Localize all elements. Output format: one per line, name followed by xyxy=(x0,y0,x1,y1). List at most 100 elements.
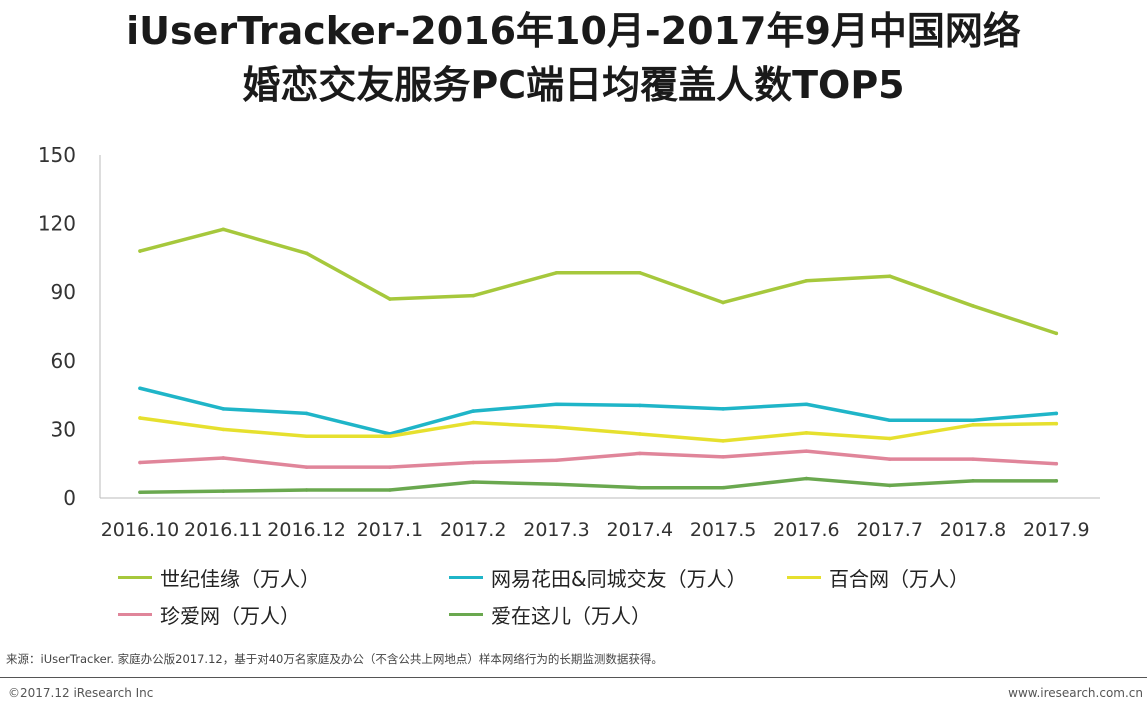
footer-divider xyxy=(0,677,1147,678)
data-point xyxy=(1054,411,1059,416)
data-point xyxy=(804,431,809,435)
series-line-0 xyxy=(138,227,1059,336)
chart-title-line1: iUserTracker-2016年10月-2017年9月中国网络 xyxy=(126,9,1021,53)
data-point xyxy=(221,427,226,432)
data-point xyxy=(554,425,559,429)
data-point xyxy=(304,411,309,416)
data-point xyxy=(554,458,559,463)
data-point xyxy=(221,456,226,460)
data-point xyxy=(388,488,392,492)
data-point xyxy=(887,274,892,278)
legend-swatch xyxy=(449,613,483,616)
legend-item-zhenai: 珍爱网（万人） xyxy=(118,600,300,629)
data-point xyxy=(554,270,559,275)
y-tick-label: 90 xyxy=(51,280,76,304)
data-point xyxy=(221,489,226,493)
series-line-1 xyxy=(138,386,1059,436)
x-tick-label: 2017.4 xyxy=(607,519,673,541)
data-point xyxy=(721,455,725,459)
data-point xyxy=(887,436,892,441)
data-point xyxy=(638,432,642,436)
y-tick-label: 120 xyxy=(38,212,76,236)
x-tick-label: 2017.5 xyxy=(690,519,756,541)
data-point xyxy=(638,403,642,408)
data-point xyxy=(804,476,809,481)
legend-label: 珍爱网（万人） xyxy=(160,604,300,628)
data-point xyxy=(138,249,142,253)
legend-item-baihe: 百合网（万人） xyxy=(787,563,969,592)
legend-item-aizaizheer: 爱在这儿（万人） xyxy=(449,600,651,629)
copyright: ©2017.12 iResearch Inc xyxy=(8,686,154,700)
x-tick-label: 2017.8 xyxy=(940,519,1006,541)
legend-item-wangyi-huatian: 网易花田&同城交友（万人） xyxy=(449,563,747,592)
data-point xyxy=(971,457,975,461)
data-point xyxy=(638,270,642,275)
data-point xyxy=(138,490,142,495)
data-point xyxy=(138,460,142,465)
data-point xyxy=(221,407,226,411)
data-point xyxy=(304,488,309,492)
data-point xyxy=(887,483,892,488)
chart-title-line2: 婚恋交友服务PC端日均覆盖人数TOP5 xyxy=(242,63,905,107)
data-point xyxy=(1054,461,1059,466)
data-point xyxy=(304,434,309,439)
y-tick-label: 60 xyxy=(51,349,76,373)
x-tick-label: 2017.3 xyxy=(523,519,589,541)
y-tick-label: 0 xyxy=(63,486,76,510)
data-point xyxy=(721,407,725,411)
data-point xyxy=(388,434,392,439)
data-point xyxy=(1054,479,1059,483)
data-point xyxy=(554,402,559,407)
data-point xyxy=(721,439,725,443)
data-point xyxy=(638,451,642,456)
data-point xyxy=(971,304,975,308)
x-tick-label: 2017.6 xyxy=(773,519,839,541)
website-url: www.iresearch.com.cn xyxy=(1008,686,1143,700)
data-point xyxy=(804,402,809,407)
legend-label: 网易花田&同城交友（万人） xyxy=(491,567,747,591)
legend-swatch xyxy=(787,576,821,579)
data-point xyxy=(471,409,476,413)
legend-swatch xyxy=(118,576,152,579)
data-point xyxy=(554,482,559,487)
data-point xyxy=(887,457,892,461)
data-point xyxy=(1054,421,1059,426)
x-tick-label: 2017.1 xyxy=(357,519,423,541)
data-point xyxy=(138,386,142,391)
data-point xyxy=(138,416,142,420)
x-tick-label: 2017.7 xyxy=(856,519,922,541)
data-point xyxy=(971,423,975,427)
data-point xyxy=(721,485,725,490)
series-line-3 xyxy=(138,449,1059,469)
legend-label: 百合网（万人） xyxy=(829,567,969,591)
source-note: 来源：iUserTracker. 家庭办公版2017.12，基于对40万名家庭及… xyxy=(6,652,663,666)
data-point xyxy=(1054,331,1059,336)
x-tick-label: 2016.12 xyxy=(267,519,346,541)
data-point xyxy=(471,293,476,298)
data-point xyxy=(471,460,476,465)
data-point xyxy=(221,227,226,232)
data-point xyxy=(388,297,392,301)
legend-item-shijijiayuan: 世纪佳缘（万人） xyxy=(118,563,320,592)
legend-label: 爱在这儿（万人） xyxy=(491,604,651,628)
legend-label: 世纪佳缘（万人） xyxy=(160,567,320,591)
y-tick-label: 30 xyxy=(51,417,76,441)
series-line-2 xyxy=(138,416,1059,443)
x-tick-label: 2016.11 xyxy=(184,519,263,541)
series-line-4 xyxy=(138,476,1059,495)
data-point xyxy=(804,449,809,453)
data-point xyxy=(471,480,476,484)
x-tick-label: 2017.2 xyxy=(440,519,506,541)
data-point xyxy=(388,465,392,469)
y-tick-label: 150 xyxy=(38,143,76,167)
data-point xyxy=(804,278,809,283)
data-point xyxy=(304,465,309,469)
data-point xyxy=(971,479,975,483)
data-point xyxy=(638,485,642,490)
legend-swatch xyxy=(449,576,483,579)
data-point xyxy=(471,420,476,425)
data-point xyxy=(304,251,309,256)
data-point xyxy=(721,300,725,305)
x-tick-label: 2017.9 xyxy=(1023,519,1089,541)
